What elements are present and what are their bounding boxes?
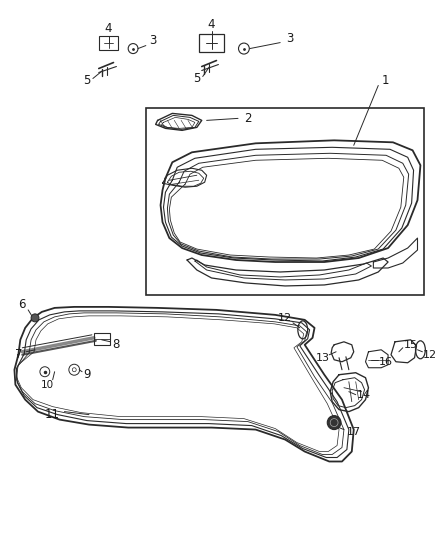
Text: 12: 12 bbox=[278, 313, 292, 323]
Text: 13: 13 bbox=[315, 353, 329, 363]
Circle shape bbox=[31, 314, 39, 322]
Text: 5: 5 bbox=[83, 74, 91, 87]
Text: 16: 16 bbox=[379, 357, 393, 367]
Text: 2: 2 bbox=[244, 112, 251, 125]
Text: 11: 11 bbox=[44, 408, 59, 421]
Bar bbox=[146, 108, 424, 295]
Circle shape bbox=[327, 416, 341, 430]
Text: 4: 4 bbox=[208, 18, 215, 31]
Text: 7: 7 bbox=[14, 348, 22, 361]
Text: 6: 6 bbox=[18, 298, 26, 311]
Text: 3: 3 bbox=[149, 34, 156, 47]
Text: 14: 14 bbox=[357, 390, 371, 400]
Text: 1: 1 bbox=[381, 74, 389, 87]
Bar bbox=[94, 333, 110, 345]
Text: 12: 12 bbox=[423, 350, 437, 360]
Text: 5: 5 bbox=[193, 72, 201, 85]
Text: 8: 8 bbox=[113, 338, 120, 351]
Text: 3: 3 bbox=[286, 32, 294, 45]
Text: 4: 4 bbox=[105, 22, 112, 35]
Text: 9: 9 bbox=[83, 368, 91, 381]
Text: 17: 17 bbox=[347, 426, 361, 437]
Bar bbox=[99, 36, 118, 50]
Text: 10: 10 bbox=[41, 379, 54, 390]
Bar bbox=[199, 34, 224, 52]
Text: 15: 15 bbox=[404, 340, 417, 350]
